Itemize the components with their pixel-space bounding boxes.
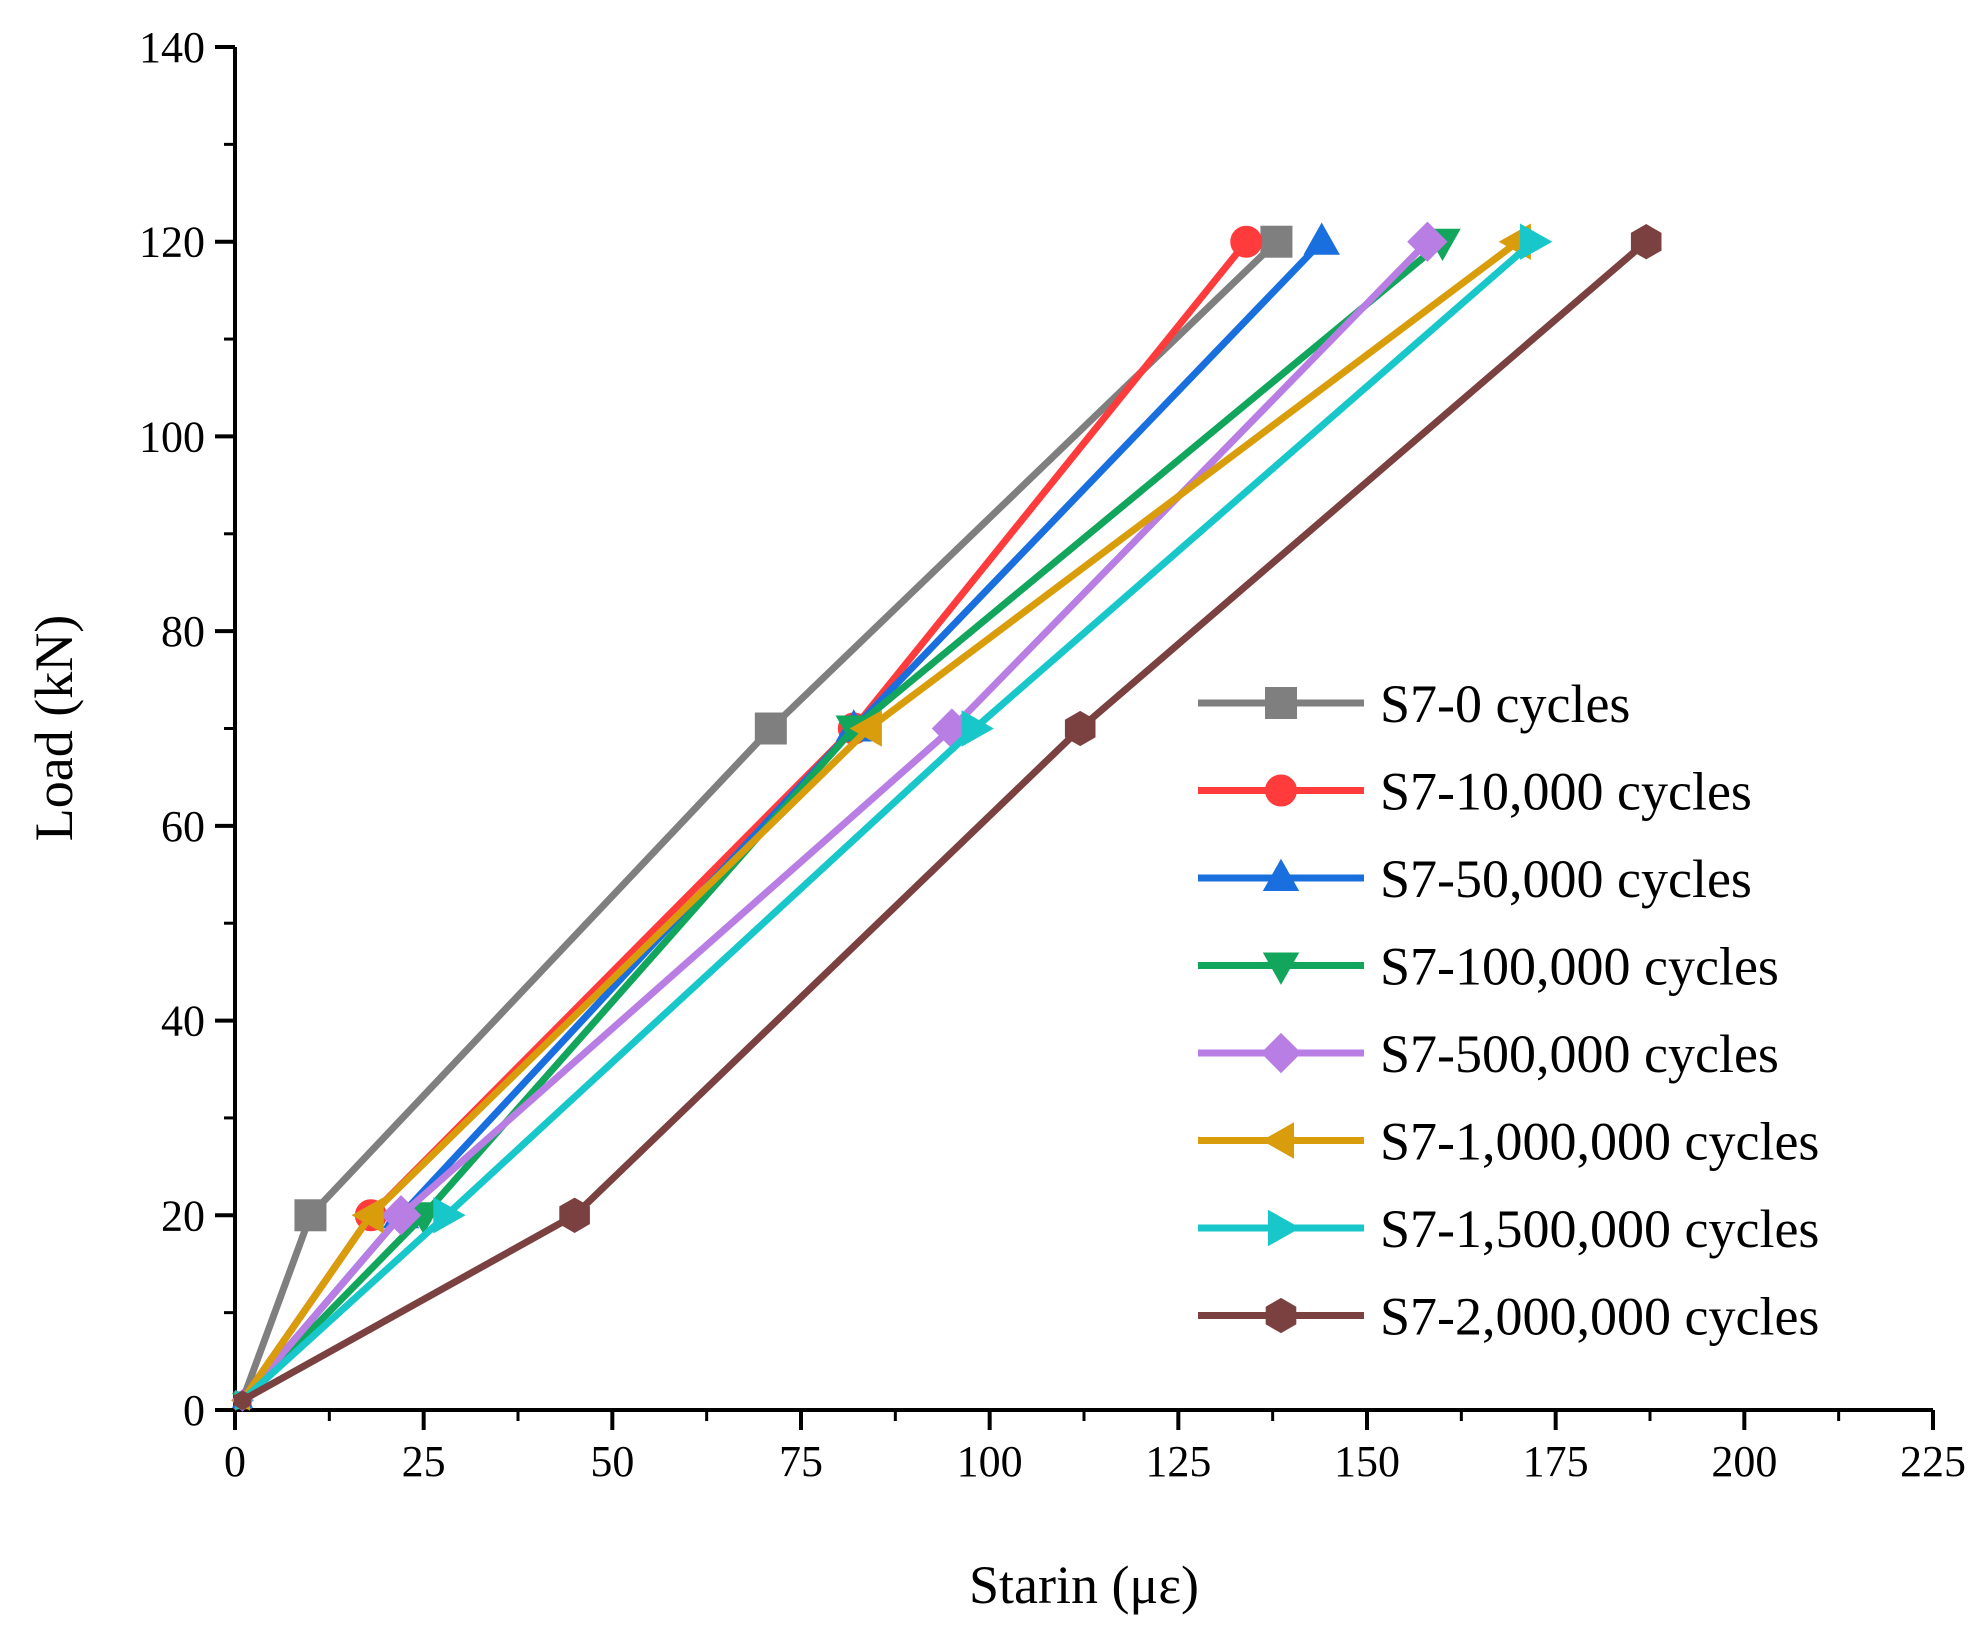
plot-area: 0 25 50 75 100 125 150 175 200 225 0 20 40 60 80 100 12… [139,23,1966,1486]
legend-marker [1265,687,1297,719]
x-tick-label: 200 [1711,1437,1777,1486]
data-point [433,1197,466,1234]
data-point [1303,222,1340,255]
legend-label: S7-500,000 cycles [1380,1024,1779,1084]
legend-label: S7-10,000 cycles [1380,762,1752,822]
x-tick-label: 25 [402,1437,446,1486]
series-line [239,238,1522,1404]
legend-marker [1268,1209,1301,1247]
data-point [1230,225,1263,258]
data-point [351,1197,384,1234]
legend: S7-0 cycles S7-10,000 cycles S7-50,000 cyc… [1198,674,1819,1347]
data-point [1064,710,1096,747]
series-line [239,238,1537,1404]
legend-marker [1265,774,1297,807]
legend-item: S7-0 cycles [1198,674,1630,734]
data-point [559,1197,590,1233]
data-point [1260,225,1293,258]
series-line [239,238,1280,1404]
legend-label: S7-1,500,000 cycles [1380,1199,1819,1259]
data-point [1407,221,1448,262]
x-tick-label: 0 [224,1437,246,1486]
legend-label: S7-2,000,000 cycles [1380,1287,1819,1347]
legend-marker [1265,1297,1297,1334]
y-tick-label: 0 [183,1386,205,1435]
legend-label: S7-100,000 cycles [1380,937,1779,997]
legend-label: S7-1,000,000 cycles [1380,1112,1819,1172]
x-tick-label: 50 [590,1437,634,1486]
legend-marker [1261,1122,1294,1159]
x-tick-label: 175 [1523,1437,1589,1486]
legend-marker [1262,952,1300,985]
legend-item: S7-50,000 cycles [1198,849,1752,909]
y-tick-label: 60 [161,802,205,851]
y-tick-label: 20 [161,1191,205,1240]
legend-item: S7-1,500,000 cycles [1198,1199,1819,1259]
legend-marker [1262,858,1300,891]
data-point [294,1199,327,1232]
data-point [380,1195,422,1236]
y-tick-label: 80 [161,607,205,656]
series-6 [235,223,1553,1411]
legend-item: S7-500,000 cycles [1198,1024,1779,1084]
x-tick-label: 75 [779,1437,823,1486]
x-tick-label: 150 [1334,1437,1400,1486]
data-point [754,712,787,745]
y-tick-label: 100 [139,412,205,461]
legend-item: S7-100,000 cycles [1198,937,1779,997]
data-point [849,710,882,747]
y-tick-label: 120 [139,218,205,267]
y-axis-ticks: 0 20 40 60 80 100 120 140 [139,23,235,1435]
x-tick-label: 125 [1145,1437,1211,1486]
y-tick-label: 40 [161,997,205,1046]
legend-item: S7-2,000,000 cycles [1198,1287,1819,1347]
series-line [239,238,1446,1404]
x-axis-title: Starin (με) [969,1555,1199,1615]
legend-item: S7-10,000 cycles [1198,762,1752,822]
data-point [233,1390,252,1411]
legend-marker [1260,1032,1302,1074]
x-axis-ticks: 0 25 50 75 100 125 150 175 200 225 [224,1410,1966,1486]
legend-label: S7-0 cycles [1380,674,1630,734]
y-tick-label: 140 [139,23,205,72]
y-axis-title: Load (kN) [24,615,84,841]
series-4 [231,221,1448,1412]
legend-item: S7-1,000,000 cycles [1198,1112,1819,1172]
data-point [1630,224,1662,260]
data-point [1520,223,1553,260]
series-7 [233,224,1662,1411]
series-layer [231,221,1662,1412]
series-line [239,238,1650,1404]
data-point [961,710,994,747]
x-tick-label: 225 [1900,1437,1966,1486]
legend-label: S7-50,000 cycles [1380,849,1752,909]
x-tick-label: 100 [957,1437,1023,1486]
